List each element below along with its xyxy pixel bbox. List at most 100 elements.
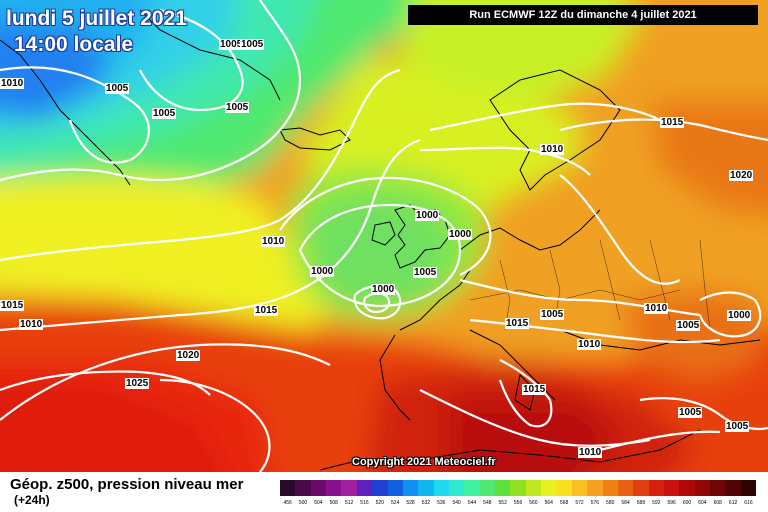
pressure-label: 1005 (225, 102, 250, 113)
pressure-label: 1005 (678, 407, 703, 418)
pressure-label: 1010 (578, 447, 603, 458)
color-scale (280, 480, 757, 496)
scale-swatch (280, 480, 296, 496)
forecast-date: lundi 5 juillet 2021 (6, 7, 187, 30)
scale-swatch (510, 480, 526, 496)
scale-swatch (341, 480, 357, 496)
pressure-label: 1020 (729, 170, 754, 181)
pressure-label: 1010 (19, 319, 44, 330)
pressure-label: 1010 (0, 78, 25, 89)
scale-swatch (433, 480, 449, 496)
pressure-label: 1000 (448, 229, 473, 240)
scale-swatch (694, 480, 711, 496)
scale-swatch (464, 480, 480, 496)
legend-footer: Géop. z500, pression niveau mer (+24h) 4… (0, 472, 768, 512)
scale-swatch (663, 480, 680, 496)
scale-label: 612 (728, 500, 738, 506)
scale-label: 516 (360, 500, 369, 506)
scale-label: 544 (467, 500, 477, 506)
pressure-label: 1025 (125, 378, 150, 389)
scale-label: 456 (283, 500, 292, 506)
scale-swatch (479, 480, 496, 496)
pressure-label: 1000 (310, 266, 335, 277)
scale-label: 532 (421, 500, 431, 506)
pressure-label: 1000 (415, 210, 440, 221)
scale-swatch (710, 480, 726, 496)
scale-label: 580 (606, 500, 615, 506)
scale-label: 604 (698, 500, 707, 506)
scale-swatch (571, 480, 588, 496)
scale-swatch (633, 480, 649, 496)
pressure-label: 1005 (725, 421, 750, 432)
scale-label: 500 (298, 500, 308, 506)
scale-label: 588 (636, 500, 646, 506)
run-info: Run ECMWF 12Z du dimanche 4 juillet 2021 (408, 5, 758, 25)
map-canvas (0, 0, 768, 472)
copyright: Copyright 2021 Meteociel.fr (352, 456, 496, 468)
scale-label: 520 (375, 500, 384, 506)
scale-swatch (372, 480, 388, 496)
scale-swatch (402, 480, 419, 496)
scale-label: 616 (744, 500, 753, 506)
scale-swatch (387, 480, 403, 496)
scale-swatch (418, 480, 434, 496)
scale-label: 512 (344, 500, 354, 506)
scale-swatch (356, 480, 373, 496)
scale-swatch (525, 480, 542, 496)
pressure-label: 1005 (240, 39, 265, 50)
scale-swatch (295, 480, 311, 496)
pressure-label: 1000 (727, 310, 752, 321)
scale-label: 576 (590, 500, 600, 506)
scale-label: 508 (329, 500, 338, 506)
scale-swatch (326, 480, 342, 496)
pressure-label: 1000 (371, 284, 396, 295)
scale-label: 608 (713, 500, 722, 506)
scale-label: 504 (314, 500, 323, 506)
scale-label: 600 (682, 500, 692, 506)
forecast-time: 14:00 locale (14, 33, 134, 56)
scale-label: 560 (529, 500, 538, 506)
scale-label: 592 (652, 500, 661, 506)
pressure-label: 1005 (676, 320, 701, 331)
scale-swatch (617, 480, 634, 496)
scale-label: 540 (452, 500, 461, 506)
scale-swatch (648, 480, 664, 496)
scale-label: 596 (667, 500, 676, 506)
pressure-label: 1010 (540, 144, 565, 155)
scale-swatch (679, 480, 695, 496)
scale-label: 564 (544, 500, 553, 506)
scale-swatch (556, 480, 572, 496)
scale-swatch (602, 480, 618, 496)
weather-map: lundi 5 juillet 2021 14:00 locale Run EC… (0, 0, 768, 472)
pressure-label: 1010 (644, 303, 669, 314)
scale-swatch (725, 480, 741, 496)
scale-swatch (448, 480, 465, 496)
scale-swatch (310, 480, 327, 496)
scale-swatch (740, 480, 757, 496)
scale-label: 528 (406, 500, 415, 506)
pressure-label: 1010 (577, 339, 602, 350)
scale-label: 584 (621, 500, 630, 506)
pressure-label: 1020 (176, 350, 201, 361)
scale-label: 536 (437, 500, 446, 506)
geopotential-field (0, 0, 768, 472)
pressure-label: 1005 (219, 39, 244, 50)
scale-swatch (495, 480, 511, 496)
scale-label: 568 (559, 500, 569, 506)
legend-subtitle: (+24h) (14, 493, 50, 507)
pressure-label: 1015 (505, 318, 530, 329)
pressure-label: 1010 (261, 236, 286, 247)
scale-label: 572 (575, 500, 584, 506)
scale-swatch (541, 480, 557, 496)
pressure-label: 1005 (413, 267, 438, 278)
pressure-label: 1015 (522, 384, 547, 395)
pressure-label: 1005 (152, 108, 177, 119)
color-scale-labels: 456 500 504 508 512 516 520 524 528 532 536 540 544 5… (280, 499, 756, 509)
legend-title: Géop. z500, pression niveau mer (10, 476, 244, 493)
scale-swatch (587, 480, 603, 496)
pressure-label: 1005 (540, 309, 565, 320)
pressure-label: 1015 (0, 300, 25, 311)
scale-label: 524 (391, 500, 400, 506)
pressure-label: 1015 (660, 117, 685, 128)
scale-label: 556 (513, 500, 523, 506)
